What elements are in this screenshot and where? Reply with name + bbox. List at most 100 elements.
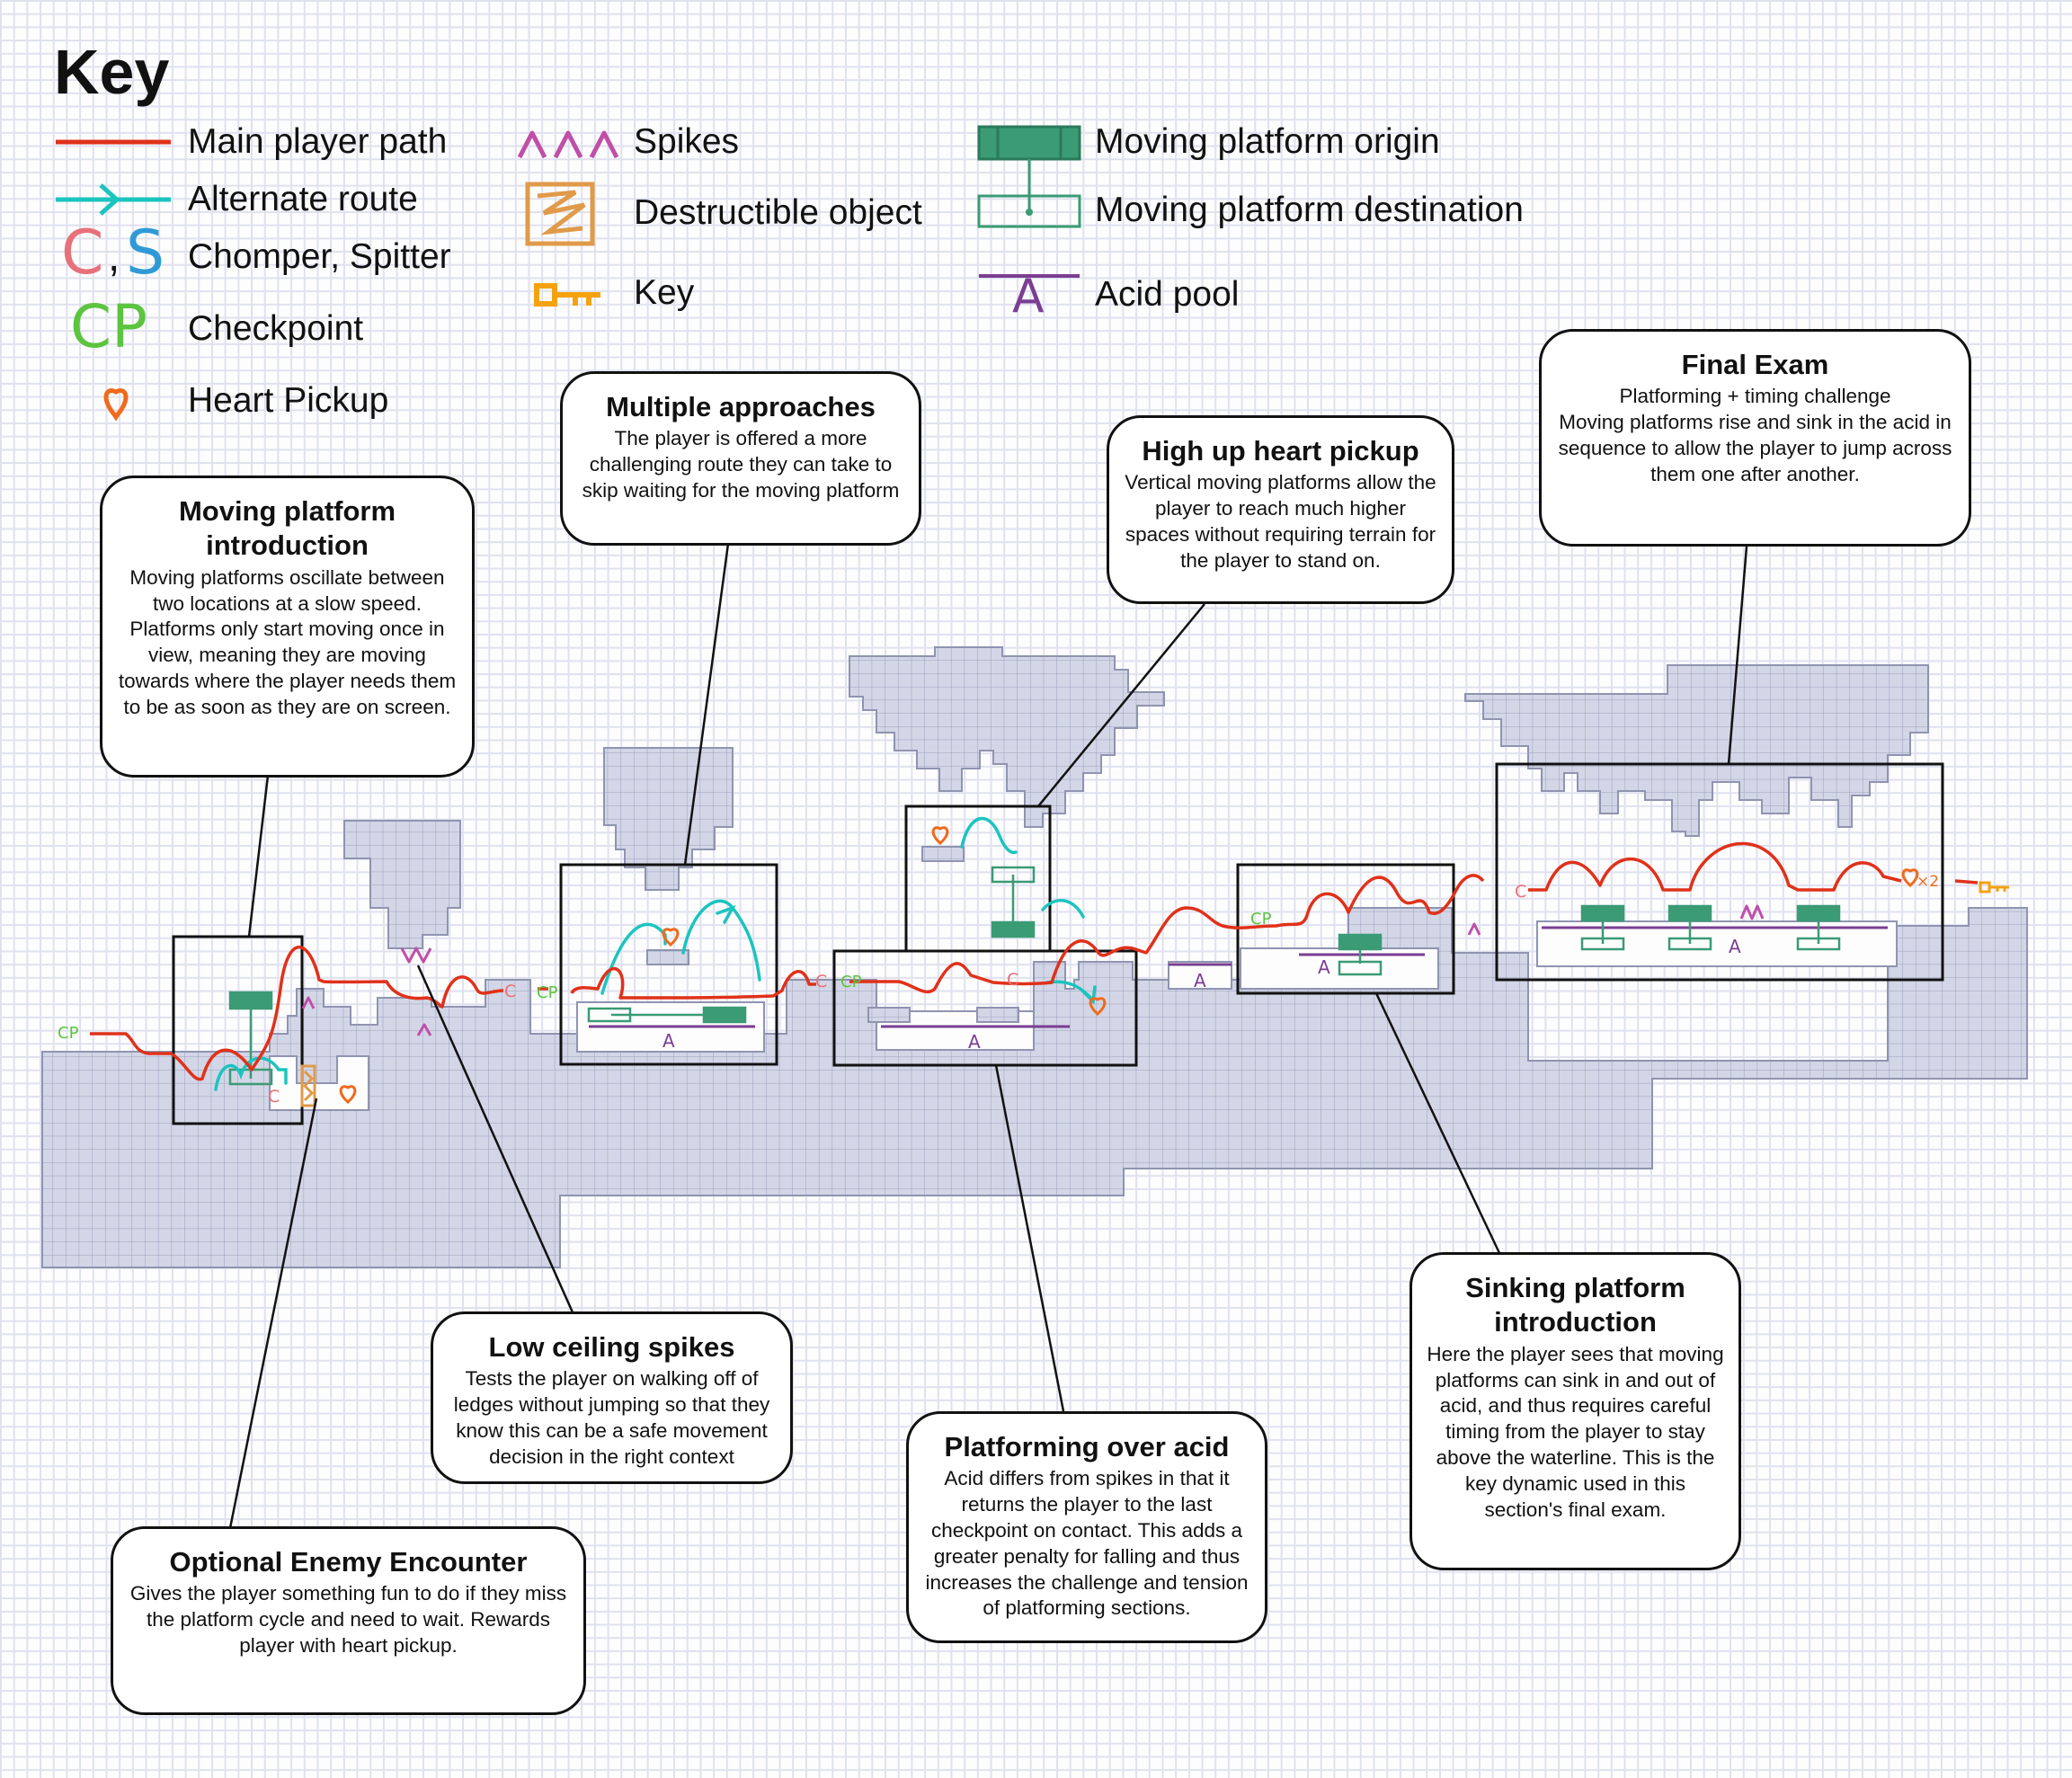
map-hearts-multiplier: ×2 <box>1916 873 1939 891</box>
callout-low-ceiling-spikes: Low ceiling spikes Tests the player on w… <box>431 1311 793 1484</box>
frame-final-exam <box>1495 762 1944 982</box>
map-chomper-label: C <box>815 972 827 991</box>
channel-5 <box>1168 961 1232 990</box>
map-checkpoint-label: CP <box>537 983 558 1002</box>
callout-moving-platform-intro: Moving platform introduction Moving plat… <box>100 476 475 778</box>
ledge <box>976 1007 1019 1023</box>
ceiling-chunk-1 <box>343 820 461 949</box>
platform-destination <box>1667 937 1712 951</box>
heart-icon <box>1089 997 1107 1017</box>
destructible-icon <box>300 1064 316 1107</box>
callout-platforming-over-acid: Platforming over acid Acid differs from … <box>906 1411 1267 1643</box>
callout-title: Multiple approaches <box>606 391 876 422</box>
acid-pools <box>589 926 1888 1028</box>
map-checkpoint-label: CP <box>1250 910 1272 929</box>
key-enemies-label: Chomper, Spitter <box>188 237 451 276</box>
alt-route-line <box>600 922 667 995</box>
key-platform-destination-label: Moving platform destination <box>1095 191 1524 229</box>
spikes-icon <box>301 996 316 1009</box>
heart-icon <box>103 388 129 422</box>
callout-body: Moving platforms oscillate between two l… <box>118 565 457 718</box>
platform-destination-swatch <box>977 194 1081 228</box>
heart-icon <box>662 928 680 947</box>
callout-title: Moving platform introduction <box>178 495 396 562</box>
frame-platforming-over-acid <box>832 949 1138 1067</box>
platform-origin <box>991 920 1036 938</box>
heart-icon <box>1901 868 1919 888</box>
leader-line <box>1727 546 1748 765</box>
key-platform-origin-label: Moving platform origin <box>1095 122 1440 161</box>
leader-line <box>228 1098 318 1529</box>
map-chomper-label: C <box>268 1087 280 1107</box>
ceiling-chunk-3 <box>849 646 1165 828</box>
static-ledges <box>646 846 1019 1023</box>
spikes-icon <box>416 1023 432 1036</box>
ceiling-chunk-2 <box>603 747 734 891</box>
platform-origin-swatch <box>977 125 1081 161</box>
callout-title: Optional Enemy Encounter <box>169 1546 528 1578</box>
callout-title: Sinking platform introduction <box>1465 1272 1685 1338</box>
main-player-path <box>90 841 1979 1081</box>
spikes-icon <box>400 947 432 964</box>
map-acid-label: A <box>663 1030 675 1052</box>
key-acid-label: Acid pool <box>1095 275 1240 314</box>
platform-destination <box>1338 960 1383 976</box>
key-alt-route-label: Alternate route <box>188 180 418 218</box>
heart-pickups <box>339 826 1919 1105</box>
spikes <box>301 904 1765 1036</box>
leader-line <box>1037 603 1205 807</box>
key-checkpoint-label: Checkpoint <box>188 309 364 348</box>
moving-platforms <box>228 866 1841 1086</box>
spikes-icon <box>1739 904 1765 920</box>
ledge <box>921 846 965 862</box>
frame-moving-platform-intro <box>172 935 304 1125</box>
callout-body: The player is offered a more challenging… <box>582 427 900 502</box>
acid-icon: A <box>1012 270 1045 324</box>
callout-title: Low ceiling spikes <box>488 1331 735 1363</box>
alt-route-line <box>1080 985 1097 1005</box>
callout-sinking-platform-intro: Sinking platform introduction Here the p… <box>1409 1252 1741 1570</box>
leader-line <box>683 543 730 866</box>
leader-line <box>247 775 270 938</box>
alt-route-line <box>716 904 736 924</box>
map-text: CP C C CP C CP C CP C A A A A A ×2 <box>58 873 1939 1107</box>
callout-optional-enemy: Optional Enemy Encounter Gives the playe… <box>111 1526 586 1715</box>
callout-body: Tests the player on walking off of ledge… <box>453 1367 770 1468</box>
map-checkpoint-label: CP <box>58 1024 79 1043</box>
arrow-right-icon <box>99 183 120 216</box>
chomper-icon: C <box>61 218 104 289</box>
ledge <box>646 949 689 965</box>
callout-body: Acid differs from spikes in that it retu… <box>925 1467 1249 1620</box>
key-destructible-label: Destructible object <box>634 193 922 232</box>
alt-route-line <box>214 1056 288 1091</box>
spikes-icon <box>517 130 619 159</box>
leader-line <box>1374 992 1501 1254</box>
ground-mass <box>41 907 2028 1268</box>
key-key-label: Key <box>634 273 695 312</box>
leader-line <box>416 965 574 1313</box>
ceiling-chunk-4 <box>1464 664 1929 837</box>
key-icons <box>56 125 1081 422</box>
heart-icon <box>339 1085 357 1105</box>
spitter-icon: S <box>126 218 165 289</box>
map-chomper-label: C <box>1007 970 1018 990</box>
key-main-path-label: Main player path <box>188 122 448 161</box>
callout-multiple-approaches: Multiple approaches The player is offere… <box>560 371 921 546</box>
callout-body: Here the player sees that moving platfor… <box>1427 1342 1724 1521</box>
frame-multiple-approaches <box>559 863 778 1066</box>
key-icon <box>1979 881 1991 893</box>
comma-glyph: , <box>108 233 120 280</box>
destructible-icon <box>525 182 595 246</box>
map-acid-label: A <box>968 1031 981 1053</box>
map-acid-label: A <box>1729 936 1741 957</box>
callout-title: Final Exam <box>1681 349 1829 380</box>
key-heart-label: Heart Pickup <box>188 381 389 420</box>
heart-icon <box>931 826 949 846</box>
map-checkpoint-label: CP <box>840 973 862 991</box>
map-chomper-label: C <box>504 982 516 1001</box>
map-acid-label: A <box>1194 970 1206 991</box>
channel-4 <box>1536 920 1898 967</box>
leader-lines <box>228 543 1748 1529</box>
key-title: Key <box>54 37 170 107</box>
